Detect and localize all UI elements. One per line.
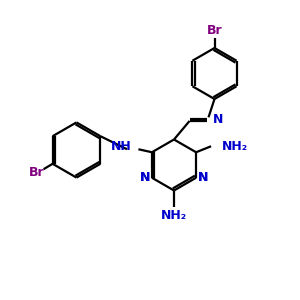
Text: N: N (196, 170, 209, 185)
Text: NH₂: NH₂ (222, 140, 248, 153)
Text: NH₂: NH₂ (161, 209, 187, 222)
Text: N: N (140, 171, 151, 184)
Text: N: N (139, 170, 152, 185)
Text: N: N (140, 171, 151, 184)
Text: N: N (212, 113, 223, 126)
Text: N: N (197, 171, 208, 184)
Text: Br: Br (29, 166, 45, 179)
Text: Br: Br (207, 24, 222, 37)
Text: N: N (197, 171, 208, 184)
Text: NH: NH (111, 140, 132, 153)
